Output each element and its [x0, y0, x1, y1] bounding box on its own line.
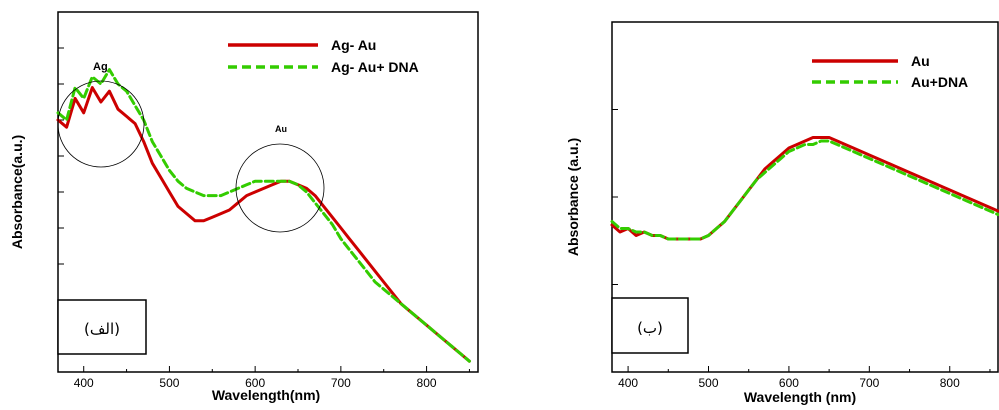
x-axis-title-a: Wavelength(nm)	[212, 387, 320, 403]
x-ticks-a: 400 500 600 700 800	[74, 366, 470, 390]
x-axis-title-b: Wavelength (nm)	[744, 389, 856, 405]
ag-annotation-circle	[57, 80, 145, 168]
x-tick-label: 500	[159, 376, 179, 390]
panel-label-box-b	[611, 297, 689, 354]
x-tick-label: 600	[779, 376, 799, 390]
y-ticks-b	[612, 109, 618, 285]
legend-b: Au Au+DNA	[812, 53, 968, 90]
au-annotation-circle	[235, 143, 325, 233]
ag-annotation-label: Ag	[93, 61, 108, 73]
x-tick-label: 700	[859, 376, 879, 390]
y-axis-title-a: Absorbance(a.u.)	[9, 135, 25, 249]
x-tick-label: 500	[698, 376, 718, 390]
chart-panel-a: 400 500 600 700 800 Ag Au Ag- Au Ag- Au+ DNA…	[9, 11, 479, 403]
legend-label-au-dna: Au+DNA	[911, 74, 968, 90]
series-group-a	[56, 68, 471, 363]
au-annotation-label: Au	[275, 124, 287, 134]
panel-label-a: (الف)	[84, 320, 120, 338]
panel-label-box-a	[57, 299, 147, 355]
x-tick-label: 700	[331, 376, 351, 390]
panel-label-b: (ب)	[637, 319, 663, 337]
y-axis-title-b: Absorbance (a.u.)	[565, 138, 581, 256]
x-tick-label: 800	[417, 376, 437, 390]
legend-label-ag-au-dna: Ag- Au+ DNA	[331, 59, 419, 75]
legend-label-au: Au	[911, 53, 930, 69]
x-tick-label: 400	[74, 376, 94, 390]
series-line-au-dna	[610, 139, 999, 241]
x-tick-label: 400	[618, 376, 638, 390]
chart-panel-b: 400 500 600 700 800 Au Au+DNA (ب) Wavelength…	[565, 21, 999, 405]
series-group-b	[610, 136, 999, 241]
legend-a: Ag- Au Ag- Au+ DNA	[228, 37, 419, 75]
x-tick-label: 600	[245, 376, 265, 390]
legend-label-ag-au: Ag- Au	[331, 37, 376, 53]
x-tick-label: 800	[940, 376, 960, 390]
x-ticks-b: 400 500 600 700 800	[618, 366, 991, 390]
series-line-ag-au-dna	[56, 68, 471, 363]
